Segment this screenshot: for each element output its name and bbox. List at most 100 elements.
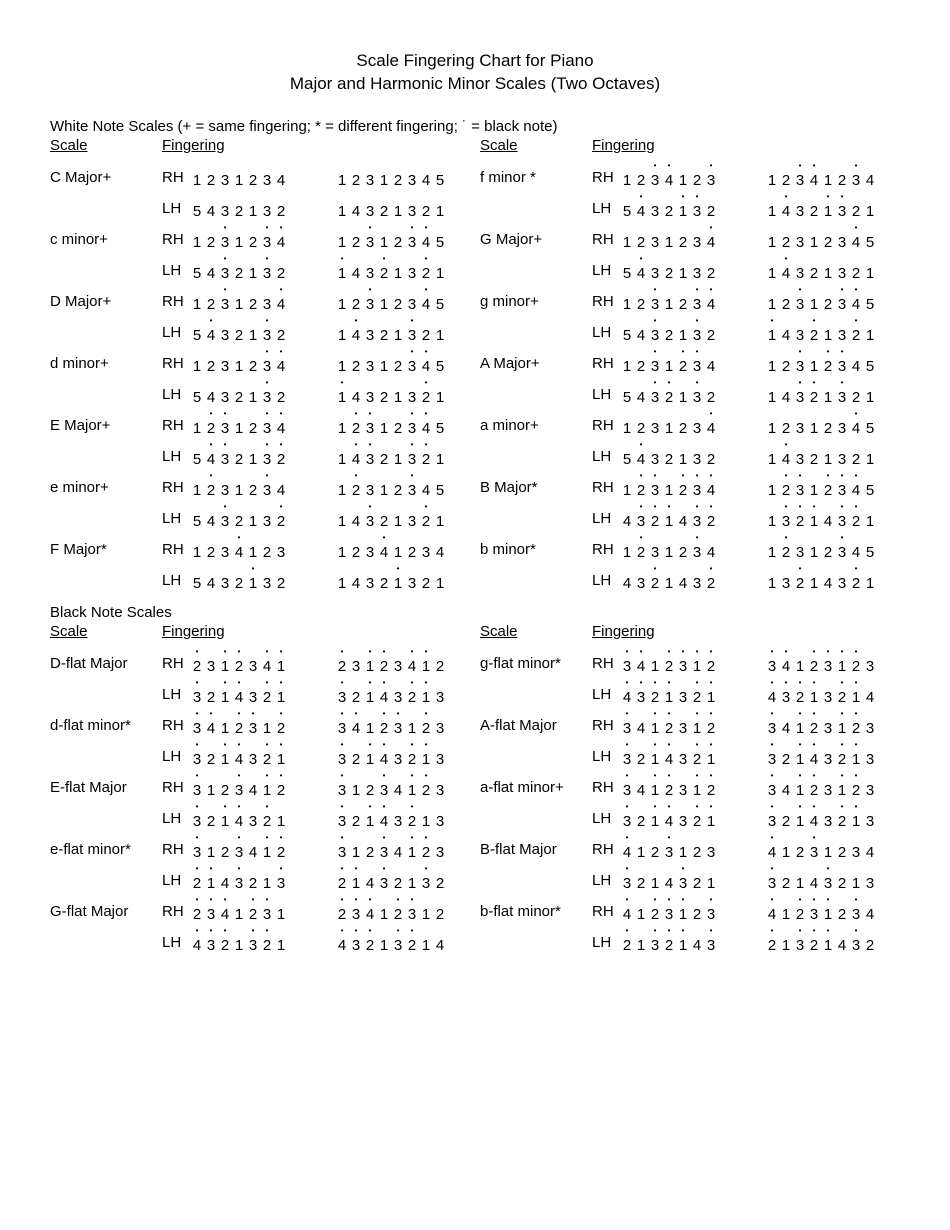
finger-digit: 1 bbox=[648, 813, 662, 830]
finger-digit: 3 bbox=[363, 389, 377, 406]
finger-digit: 3 bbox=[335, 720, 349, 737]
black-note-dot: • bbox=[765, 649, 779, 655]
black-note-dot: • bbox=[218, 411, 232, 417]
black-note-dot bbox=[807, 411, 821, 417]
finger-digit: 2 bbox=[807, 937, 821, 954]
finger-digit: 4 bbox=[260, 658, 274, 675]
hand-label: LH bbox=[162, 377, 190, 406]
black-note-dot bbox=[765, 535, 779, 541]
black-note-dot: • bbox=[620, 649, 634, 655]
black-note-dot bbox=[648, 225, 662, 231]
octave: •••••32143213 bbox=[335, 739, 480, 768]
finger-digit: 2 bbox=[704, 265, 718, 282]
finger-digit: 2 bbox=[704, 203, 718, 220]
finger-digit: 4 bbox=[807, 751, 821, 768]
hand-row: LH•••••3214321•••••32143213 bbox=[162, 739, 480, 768]
black-note-dot: • bbox=[363, 225, 377, 231]
octave: •••12341234 bbox=[765, 160, 910, 189]
black-note-dot: • bbox=[232, 680, 246, 686]
black-note-dot bbox=[405, 163, 419, 169]
hand-row: RH••••3123412••••31234123 bbox=[162, 832, 480, 861]
black-note-dot bbox=[779, 711, 793, 717]
finger-digit: 3 bbox=[835, 296, 849, 313]
finger-digit: 4 bbox=[849, 358, 863, 375]
black-note-dot: • bbox=[765, 897, 779, 903]
black-note-dot bbox=[405, 866, 419, 872]
finger-digit: 4 bbox=[274, 358, 288, 375]
black-note-dot bbox=[793, 194, 807, 200]
octave: •••••12312345 bbox=[765, 470, 910, 499]
black-note-dot: • bbox=[363, 504, 377, 510]
black-note-dot: • bbox=[190, 897, 204, 903]
black-note-dot: • bbox=[704, 163, 718, 169]
black-note-dot: • bbox=[260, 773, 274, 779]
finger-digit: 1 bbox=[363, 720, 377, 737]
finger-digit: 1 bbox=[690, 782, 704, 799]
finger-digit: 2 bbox=[676, 420, 690, 437]
finger-digit: 1 bbox=[648, 875, 662, 892]
fingerings: RH•••••3412312•••••34123123LH•••••321432… bbox=[592, 770, 910, 832]
finger-digit: 2 bbox=[704, 782, 718, 799]
black-note-dot: • bbox=[835, 473, 849, 479]
finger-digit: 3 bbox=[433, 720, 447, 737]
hand-label: RH bbox=[162, 160, 190, 189]
black-note-dot bbox=[807, 866, 821, 872]
finger-digit: 1 bbox=[419, 813, 433, 830]
finger-digit: 2 bbox=[662, 327, 676, 344]
black-note-dot: • bbox=[246, 928, 260, 934]
black-note-dot: • bbox=[218, 287, 232, 293]
black-note-dot: • bbox=[405, 225, 419, 231]
finger-digit: 1 bbox=[849, 751, 863, 768]
header-fingering: Fingering bbox=[592, 137, 655, 154]
finger-digit: 3 bbox=[648, 296, 662, 313]
finger-digit: 5 bbox=[433, 482, 447, 499]
black-note-dot: • bbox=[690, 349, 704, 355]
finger-digit: 2 bbox=[349, 813, 363, 830]
scale-row: E Major+RH••••1231234••••12312345LH••••5… bbox=[50, 408, 480, 470]
finger-digit: 2 bbox=[260, 937, 274, 954]
finger-digit: 2 bbox=[849, 658, 863, 675]
fingerings: RH••••3123412••••31234123LH••••3214321••… bbox=[162, 770, 480, 832]
finger-digit: 5 bbox=[190, 327, 204, 344]
black-note-dot: • bbox=[835, 680, 849, 686]
finger-digit: 2 bbox=[690, 172, 704, 189]
col-headers: Scale Fingering bbox=[50, 623, 480, 640]
finger-digit: 1 bbox=[821, 906, 835, 923]
finger-digit: 5 bbox=[620, 265, 634, 282]
finger-digit: 2 bbox=[690, 751, 704, 768]
finger-digit: 4 bbox=[807, 172, 821, 189]
black-note-dot bbox=[419, 928, 433, 934]
black-note-dot bbox=[433, 928, 447, 934]
black-note-dot: • bbox=[807, 804, 821, 810]
finger-digit: 1 bbox=[704, 813, 718, 830]
black-note-dot: • bbox=[363, 742, 377, 748]
finger-digit: 3 bbox=[648, 234, 662, 251]
black-note-dot: • bbox=[391, 928, 405, 934]
finger-digit: 2 bbox=[232, 203, 246, 220]
header-scale: Scale bbox=[50, 137, 162, 154]
finger-digit: 3 bbox=[821, 813, 835, 830]
finger-digit: 4 bbox=[349, 513, 363, 530]
black-note-dot bbox=[793, 318, 807, 324]
scale-row: A-flat MajorRH•••••3412312•••••34123123L… bbox=[480, 708, 910, 770]
octave: •••••32143213 bbox=[335, 677, 480, 706]
black-note-dot: • bbox=[793, 804, 807, 810]
black-note-dot: • bbox=[704, 773, 718, 779]
finger-digit: 2 bbox=[405, 544, 419, 561]
black-note-dot: • bbox=[218, 928, 232, 934]
finger-digit: 2 bbox=[419, 844, 433, 861]
finger-digit: 3 bbox=[648, 203, 662, 220]
finger-digit: 4 bbox=[662, 813, 676, 830]
scale-name: c minor+ bbox=[50, 222, 162, 284]
black-note-dot bbox=[274, 566, 288, 572]
black-note-dot: • bbox=[274, 225, 288, 231]
finger-digit: 4 bbox=[274, 482, 288, 499]
hand-label: LH bbox=[592, 739, 620, 768]
hand-row: LH•••••4321321•••••43213214 bbox=[162, 925, 480, 954]
finger-digit: 3 bbox=[218, 420, 232, 437]
scale-row: B-flat MajorRH••4123123••41231234LH••321… bbox=[480, 832, 910, 894]
black-note-dot bbox=[363, 866, 377, 872]
black-note-dot bbox=[662, 225, 676, 231]
black-note-dot: • bbox=[274, 742, 288, 748]
finger-digit: 5 bbox=[863, 358, 877, 375]
